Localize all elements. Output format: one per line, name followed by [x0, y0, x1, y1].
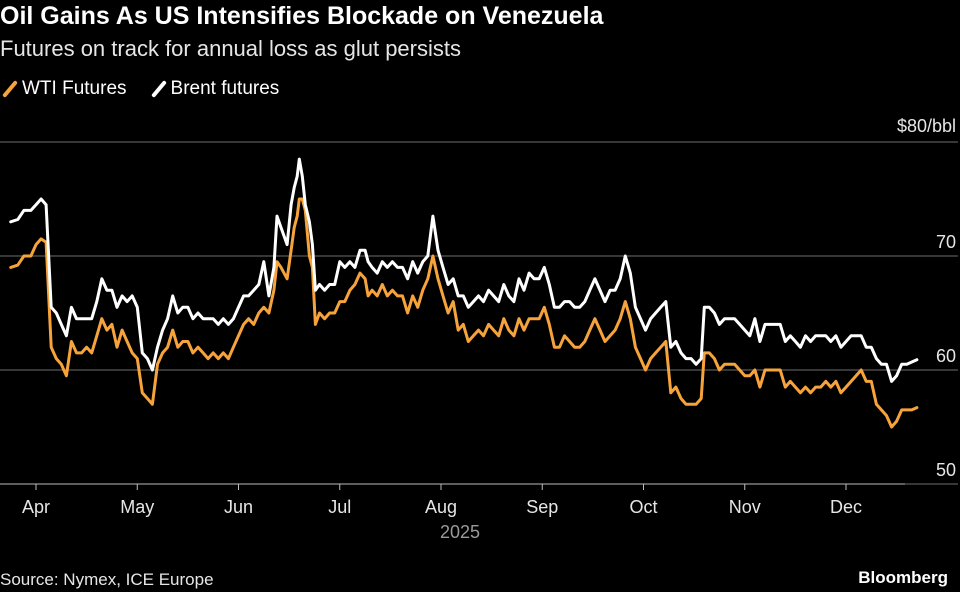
- x-tick-label-dec: Dec: [830, 497, 862, 517]
- x-axis-labels: Apr May Jun Jul Aug Sep Oct Nov Dec 2025: [22, 497, 862, 542]
- legend: WTI Futures Brent futures: [0, 78, 279, 100]
- legend-swatch-brent: [150, 80, 167, 98]
- y-tick-label-70: 70: [936, 232, 956, 252]
- series-line-brent: [9, 157, 919, 383]
- legend-label-brent: Brent futures: [170, 78, 280, 99]
- y-unit-label: $80/bbl: [897, 116, 956, 136]
- source-note: Source: Nymex, ICE Europe: [0, 570, 214, 589]
- x-tick-label-aug: Aug: [425, 497, 457, 517]
- y-tick-label-60: 60: [936, 346, 956, 366]
- y-axis-labels: $80/bbl 50 60 70: [897, 116, 956, 480]
- x-tick-label-sep: Sep: [526, 497, 558, 517]
- x-tick-label-jul: Jul: [328, 497, 351, 517]
- series-line-wti: [9, 197, 919, 429]
- legend-swatch-wti: [2, 80, 18, 98]
- x-tick-label-nov: Nov: [729, 497, 761, 517]
- x-tick-label-jun: Jun: [224, 497, 253, 517]
- x-tick-label-oct: Oct: [629, 497, 657, 517]
- gridlines: [0, 141, 958, 485]
- x-year-label: 2025: [440, 522, 480, 542]
- chart-title: Oil Gains As US Intensifies Blockade on …: [0, 2, 604, 30]
- legend-item-wti: WTI Futures: [0, 78, 127, 100]
- x-tick-label-apr: Apr: [22, 497, 50, 517]
- x-tick-label-may: May: [120, 497, 154, 517]
- x-axis-ticks: [0, 483, 905, 490]
- legend-label-wti: WTI Futures: [22, 78, 127, 99]
- chart-subtitle: Futures on track for annual loss as glut…: [0, 36, 461, 61]
- brand-logo-text: Bloomberg: [858, 568, 948, 587]
- y-tick-label-50: 50: [936, 460, 956, 480]
- legend-item-brent: Brent futures: [149, 78, 280, 100]
- series-layer: [9, 157, 919, 429]
